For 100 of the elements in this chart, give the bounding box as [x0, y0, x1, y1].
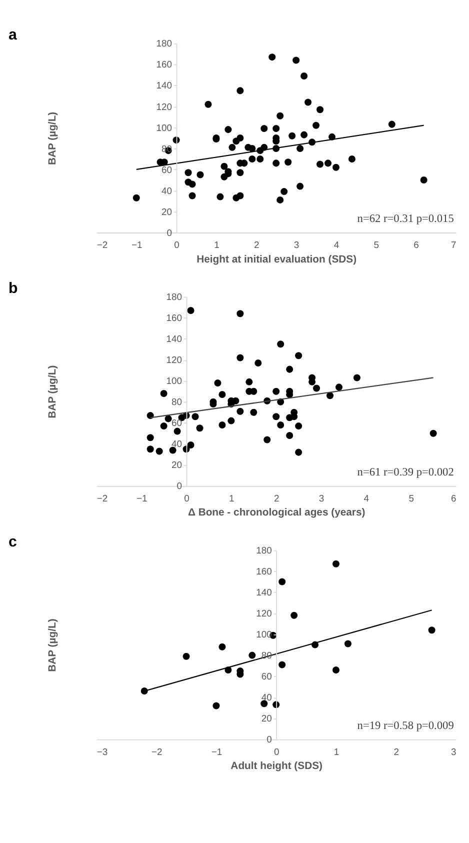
point	[146, 412, 154, 420]
x-axis-title: Δ Bone - chronological ages (years)	[188, 508, 366, 519]
chart-title: b	[8, 280, 18, 298]
y-tick-label: 120	[166, 355, 182, 366]
point	[290, 413, 298, 420]
y-tick-label: 180	[256, 546, 272, 557]
x-tick-label: 2	[274, 494, 280, 505]
point	[182, 652, 190, 660]
y-tick-label: 180	[166, 292, 182, 304]
x-tick-label: 1	[334, 746, 340, 758]
point	[196, 424, 204, 432]
point	[160, 390, 168, 397]
point	[344, 640, 352, 648]
x-tick-label: 3	[318, 494, 324, 505]
point	[228, 417, 235, 424]
y-tick-label: 60	[261, 672, 272, 683]
point	[277, 340, 284, 348]
y-tick-label: 0	[176, 481, 182, 492]
y-tick-label: 60	[162, 164, 172, 176]
annotation: n=62 r=0.31 p=0.015	[357, 213, 454, 226]
point	[428, 626, 436, 634]
point	[313, 384, 320, 392]
point	[335, 384, 342, 391]
annotation: n=61 r=0.39 p=0.002	[357, 466, 454, 479]
x-tick-label: −2	[96, 240, 108, 252]
y-tick-label: 20	[172, 460, 182, 472]
point	[254, 360, 262, 367]
y-tick-label: 140	[156, 80, 172, 92]
point	[295, 422, 302, 430]
y-tick-label: 60	[172, 418, 182, 430]
x-axis-title: Adult height (SDS)	[230, 761, 322, 772]
point	[214, 379, 222, 386]
x-tick-label: 0	[274, 746, 280, 758]
y-axis-title: BAP (µg/L)	[47, 112, 58, 166]
point	[248, 652, 256, 659]
x-tick-label: 4	[364, 494, 370, 505]
point	[218, 391, 226, 398]
x-tick-label: −1	[136, 494, 148, 505]
point	[160, 422, 168, 430]
x-tick-label: 7	[450, 240, 456, 252]
x-tick-label: 6	[414, 240, 419, 252]
y-tick-label: 0	[166, 228, 172, 239]
y-tick-label: 160	[156, 60, 172, 71]
point	[192, 413, 199, 420]
point	[246, 378, 253, 386]
x-tick-label: −1	[211, 746, 222, 758]
point	[146, 446, 154, 453]
y-tick-label: 20	[261, 714, 272, 725]
x-tick-label: 4	[334, 240, 340, 252]
y-tick-label: 100	[166, 376, 182, 388]
point	[164, 415, 172, 422]
point	[140, 688, 148, 695]
point	[272, 413, 280, 420]
point	[295, 352, 302, 360]
point	[353, 374, 360, 382]
x-tick-label: −2	[151, 746, 162, 758]
y-tick-label: 40	[172, 439, 182, 450]
x-axis-title: Height at initial evaluation (SDS)	[196, 254, 357, 266]
point	[232, 397, 240, 404]
y-axis-title: BAP (µg/L)	[47, 365, 58, 418]
point	[277, 422, 284, 428]
y-tick-label: 160	[166, 313, 182, 324]
x-tick-label: 2	[254, 240, 260, 252]
point	[286, 366, 294, 373]
chart-title: c	[8, 533, 17, 550]
point	[264, 436, 271, 444]
point	[250, 388, 258, 395]
x-tick-label: 0	[184, 494, 190, 505]
point	[272, 388, 280, 395]
y-tick-label: 140	[256, 588, 272, 599]
point	[278, 661, 286, 668]
x-tick-label: 2	[394, 746, 399, 758]
y-tick-label: 120	[256, 608, 272, 620]
point	[187, 441, 194, 448]
y-tick-label: 20	[162, 206, 172, 218]
point	[278, 578, 286, 586]
x-tick-label: 6	[450, 494, 456, 505]
x-tick-label: 5	[374, 240, 380, 252]
x-tick-label: −2	[96, 494, 108, 505]
y-tick-label: 100	[156, 122, 172, 134]
point	[332, 666, 340, 674]
point	[187, 306, 194, 314]
point	[218, 643, 226, 650]
point	[169, 446, 176, 454]
chart-title: a	[8, 26, 18, 44]
point	[290, 612, 298, 619]
x-tick-label: 3	[450, 746, 456, 758]
point	[146, 434, 154, 442]
y-tick-label: 0	[266, 734, 272, 746]
point	[174, 428, 181, 435]
y-tick-label: 140	[166, 334, 182, 346]
y-tick-label: 40	[162, 186, 172, 197]
x-tick-label: 1	[214, 240, 220, 252]
y-axis-title: BAP (µg/L)	[47, 618, 58, 672]
point	[286, 432, 294, 440]
point	[236, 310, 244, 318]
annotation: n=19 r=0.58 p=0.009	[357, 720, 454, 732]
point	[326, 392, 334, 400]
point	[218, 422, 226, 428]
point	[156, 448, 163, 455]
